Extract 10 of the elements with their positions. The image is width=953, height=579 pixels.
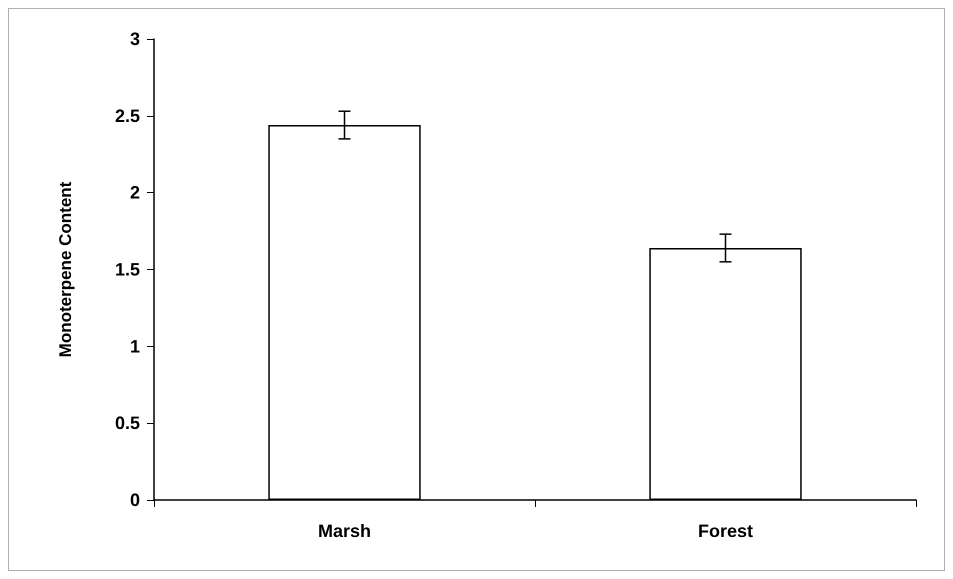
y-tick-label: 2.5 (114, 106, 140, 126)
y-tick-label: 2 (130, 182, 140, 203)
y-tick-label: 0.5 (114, 413, 140, 434)
y-tick-label: 3 (130, 29, 140, 49)
x-tick-label: Marsh (318, 521, 372, 541)
x-tick-label: Forest (698, 521, 754, 541)
y-tick-label: 1.5 (114, 260, 140, 280)
y-tick-label: 1 (130, 336, 140, 356)
y-axis-title: Monoterpene Content (56, 181, 75, 358)
y-tick-label: 0 (130, 490, 140, 510)
